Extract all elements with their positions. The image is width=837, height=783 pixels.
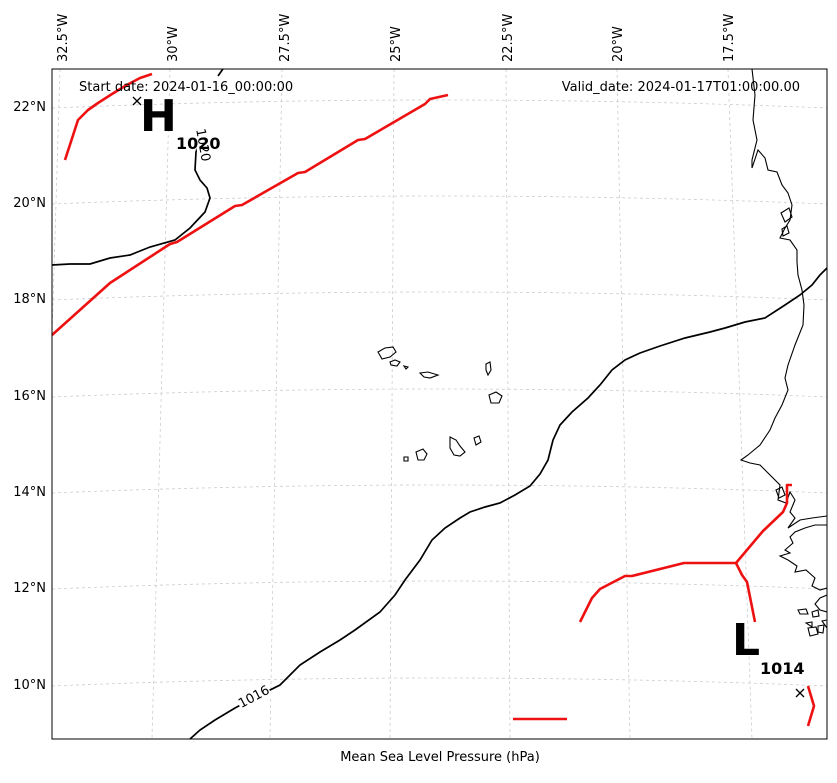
lat-tick-18n: 18°N [13,292,46,307]
lon-tick-25w: 25°W [389,26,404,62]
island-santiago [449,436,466,457]
parallel-20n [52,195,827,205]
graticule [52,69,827,739]
high-pressure-letter: H [140,91,177,142]
lon-tick-20w: 20°W [611,26,626,62]
lat-tick-12n: 12°N [13,581,46,596]
lon-tick-30w: 30°W [166,26,181,62]
islets-bijagos [797,608,827,637]
front-northwest [63,72,153,161]
parallel-18n [52,291,827,301]
low-pressure-letter: L [732,615,760,666]
meridian-17-5w [727,69,753,739]
island-santo-antao [377,346,397,360]
longitude-ticks: 32.5°W 30°W 27.5°W 25°W 22.5°W 20°W 17.5… [56,14,737,62]
cape-verde-islands [377,346,503,462]
isobar-1020-top [217,69,224,77]
lat-tick-16n: 16°N [13,389,46,404]
isobar-1016 [189,267,827,739]
front-north [52,93,449,336]
coast-gambia-guinea-bissau [778,524,827,591]
island-boa-vista [488,391,503,404]
map-background [52,69,827,739]
low-pressure-marker [795,688,805,698]
parallel-22n [52,99,827,109]
valid-date-label: Valid_date: 2024-01-17T01:00:00.00 [562,80,800,95]
lon-tick-17-5w: 17.5°W [722,14,737,62]
cap-vert-peninsula [775,486,786,499]
island-maio [473,435,482,446]
meridian-25w [389,69,395,739]
map-frame [51,68,828,740]
front-southeast [578,483,792,623]
lat-tick-22n: 22°N [13,100,46,115]
front-corner [806,685,816,727]
island-sal [485,361,492,377]
parallel-16n [52,388,827,398]
parallel-12n [52,580,827,590]
start-date-label: Start date: 2024-01-16_00:00:00 [79,80,293,95]
high-pressure-marker [132,96,142,106]
island-sao-vicente [389,359,401,367]
lon-tick-27-5w: 27.5°W [278,14,293,62]
coast-guinea [814,594,827,613]
isobar-1020 [52,129,211,266]
island-fogo [415,448,428,461]
parallel-10n [52,677,827,687]
lat-tick-14n: 14°N [13,485,46,500]
island-brava [403,456,409,462]
isobar-label-1020-bg [193,128,215,161]
fronts [52,72,816,727]
meridian-30w [151,69,171,739]
latitude-ticks: 22°N 20°N 18°N 16°N 14°N 12°N 10°N [13,100,46,693]
island-sao-nicolau [418,371,440,379]
front-southeast-branch [734,562,757,623]
lat-tick-20n: 20°N [13,196,46,211]
lat-tick-10n: 10°N [13,678,46,693]
high-pressure-value: 1020 [176,134,221,153]
lon-tick-32-5w: 32.5°W [56,14,71,62]
parallel-14n [52,484,827,494]
meridian-22-5w [505,69,511,739]
map-content: 1020 1016 H 1020 L 1014 [52,69,827,739]
low-pressure-value: 1014 [760,659,805,678]
map-caption: Mean Sea Level Pressure (hPa) [340,750,540,765]
isobars [52,69,827,739]
island-santa-luzia [402,365,410,370]
isobar-label-1016-bg [234,681,273,712]
lon-tick-22-5w: 22.5°W [501,14,516,62]
isobar-label-1020: 1020 [192,127,213,162]
islets-canary-edge [780,207,793,237]
meridian-27-5w [269,69,283,739]
isobar-label-1020-group: 1020 [192,127,215,163]
meridian-20w [616,69,631,739]
